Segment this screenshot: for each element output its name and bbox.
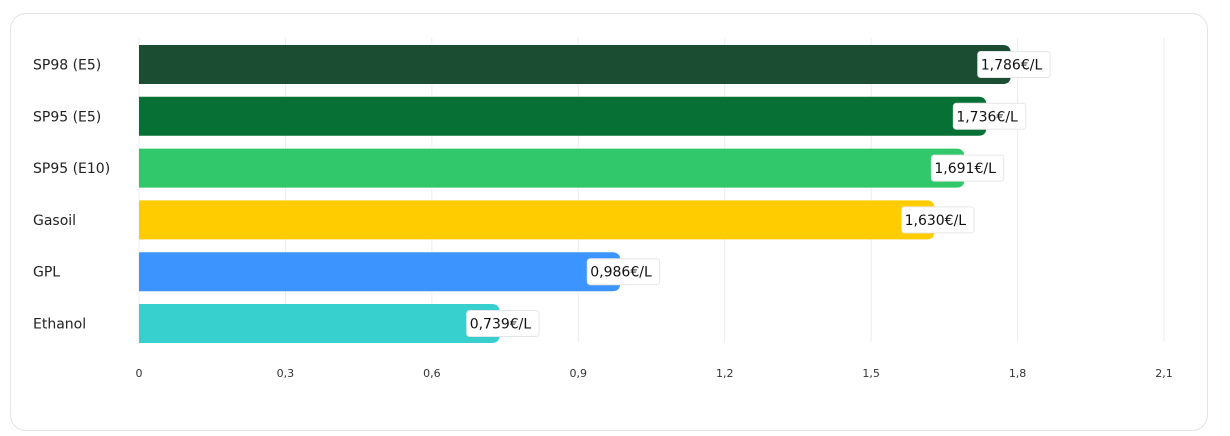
value-label-box	[952, 102, 1027, 130]
value-label-box	[466, 310, 540, 337]
bar	[139, 96, 987, 136]
x-tick-label: 0,9	[570, 367, 588, 380]
value-label: 1,691€/L	[934, 161, 996, 177]
value-label: 0,739€/L	[470, 317, 532, 333]
category-label: SP95 (E5)	[33, 109, 101, 125]
x-tick-label: 2,1	[1155, 367, 1173, 380]
category-label: Gasoil	[33, 213, 76, 229]
x-tick-label: 0,6	[423, 367, 441, 380]
value-label: 1,630€/L	[905, 213, 967, 229]
value-label: 0,986€/L	[590, 265, 652, 281]
x-tick-label: 0,3	[277, 367, 295, 380]
bar	[139, 252, 621, 292]
category-label: SP98 (E5)	[33, 58, 101, 74]
x-tick-label: 1,8	[1009, 367, 1027, 380]
category-label: Ethanol	[33, 317, 86, 333]
x-tick-label: 0	[136, 367, 143, 380]
value-label-box	[930, 154, 1005, 182]
value-label: 1,786€/L	[981, 58, 1043, 74]
bar	[139, 304, 500, 343]
value-label-box	[586, 258, 661, 286]
category-label: SP95 (E10)	[33, 161, 110, 177]
x-tick-label: 1,5	[862, 367, 880, 380]
x-tick-label: 1,2	[716, 367, 734, 380]
bar	[139, 45, 1011, 84]
category-label: GPL	[33, 265, 60, 281]
bar	[139, 148, 965, 188]
bar	[139, 200, 935, 240]
value-label-box	[977, 51, 1051, 78]
value-label-box	[901, 206, 975, 234]
value-label: 1,736€/L	[956, 109, 1018, 125]
